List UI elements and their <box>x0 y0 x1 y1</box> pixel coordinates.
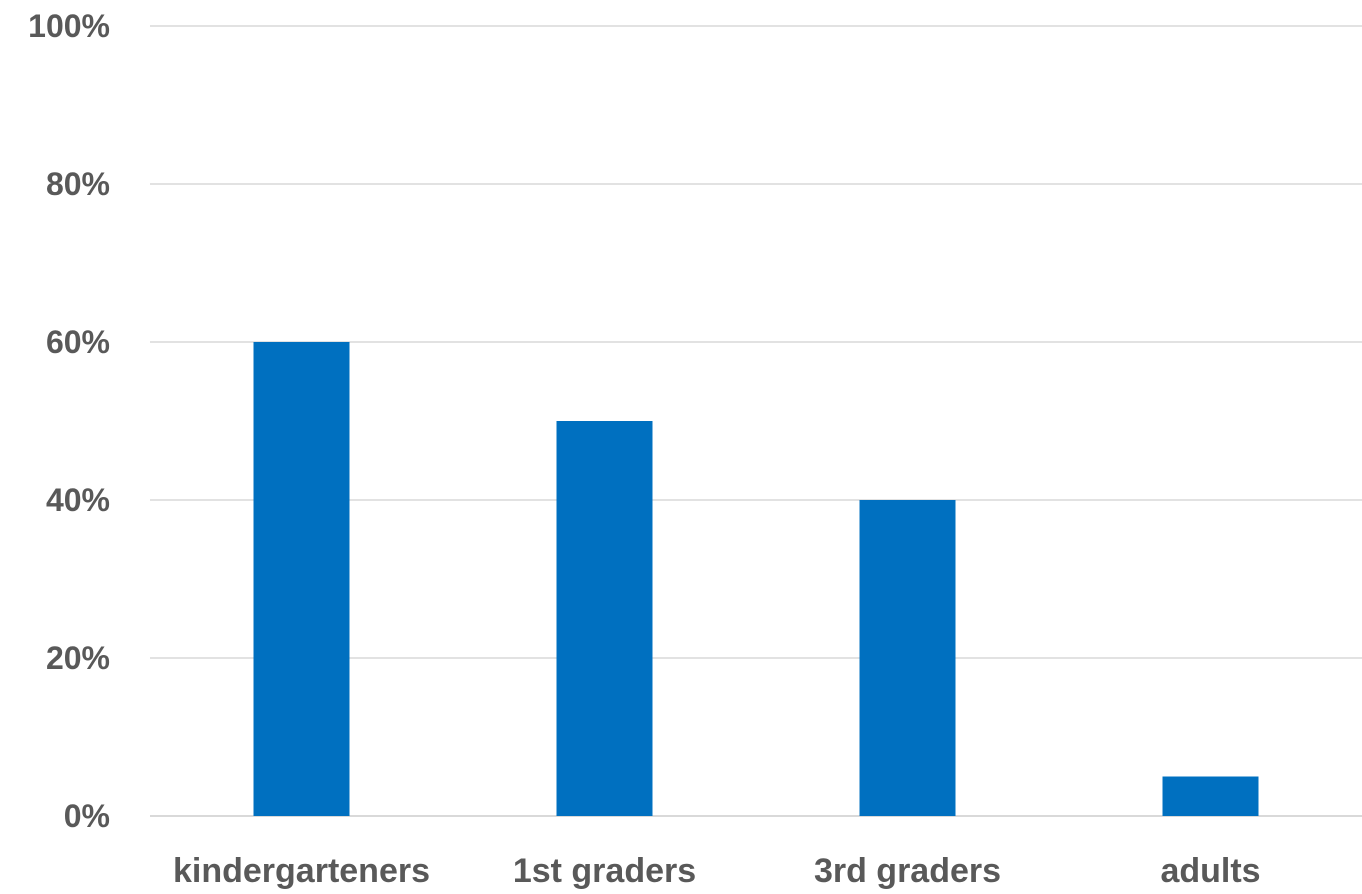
bar-3rd-graders <box>859 500 956 816</box>
y-tick-label: 40% <box>46 482 110 518</box>
bars <box>253 342 1259 816</box>
bar-kindergarteners <box>253 342 350 816</box>
y-tick-label: 100% <box>28 8 110 44</box>
bar-adults <box>1162 776 1259 816</box>
x-category-label: 1st graders <box>513 852 696 890</box>
y-tick-label: 80% <box>46 166 110 202</box>
y-tick-label: 0% <box>64 798 110 834</box>
x-axis-category-labels: kindergarteners 1st graders 3rd graders adu… <box>173 852 1261 890</box>
x-category-label: adults <box>1160 852 1260 890</box>
y-axis-tick-labels: 0% 20% 40% 60% 80% 100% <box>28 8 110 834</box>
y-tick-label: 60% <box>46 324 110 360</box>
x-category-label: 3rd graders <box>814 852 1001 890</box>
bar-1st-graders <box>556 421 653 816</box>
y-tick-label: 20% <box>46 640 110 676</box>
x-category-label: kindergarteners <box>173 852 430 890</box>
gridlines <box>150 25 1362 817</box>
